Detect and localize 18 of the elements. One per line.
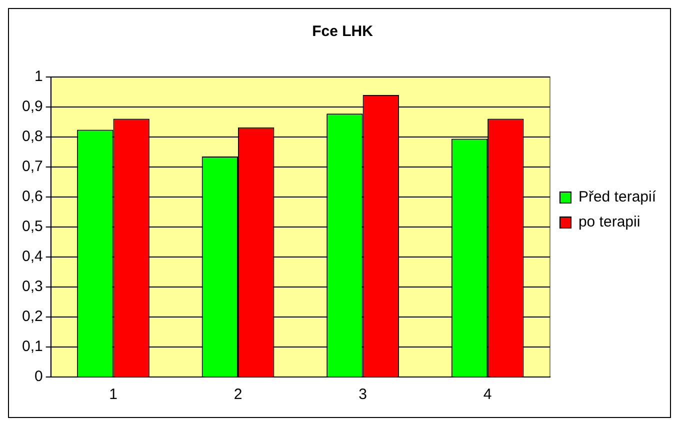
x-tick-label: 4 [483,386,492,404]
x-tick-label: 3 [358,386,367,404]
x-tick-label: 2 [234,386,242,404]
x-tick-label: 1 [109,386,118,404]
legend-label: po terapii [578,214,640,231]
y-tick-label: 0,1 [22,338,43,356]
y-tick-label: 0,5 [22,218,43,236]
y-tick-label: 0,6 [22,188,43,206]
y-tick-label: 0,7 [22,158,43,176]
y-tick-label: 0,8 [22,128,43,146]
y-tick-label: 0,2 [22,308,43,326]
y-tick-label: 0,9 [22,98,43,116]
y-tick-label: 0,4 [22,248,43,266]
y-tick-label: 0,3 [22,278,43,296]
legend-label: Před terapií [578,188,657,206]
y-tick-label: 0 [34,368,43,386]
chart-title: Fce LHK [312,23,374,40]
y-tick-label: 1 [34,68,43,86]
